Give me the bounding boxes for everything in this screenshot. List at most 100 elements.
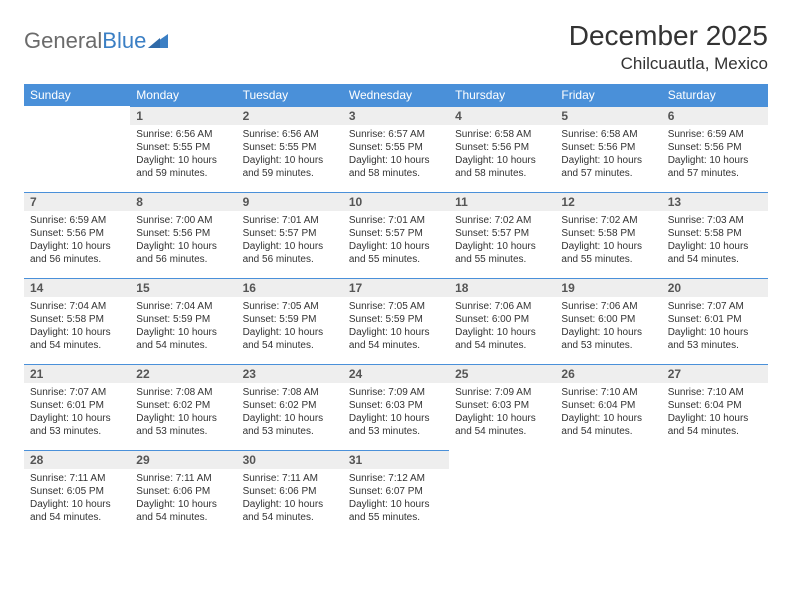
daylight-text: Daylight: 10 hours and 54 minutes. — [668, 240, 762, 266]
calendar-page: GeneralBlue December 2025 Chilcuautla, M… — [0, 0, 792, 556]
sunrise-text: Sunrise: 7:01 AM — [243, 214, 337, 227]
calendar-day-cell: 11Sunrise: 7:02 AMSunset: 5:57 PMDayligh… — [449, 192, 555, 278]
day-details: Sunrise: 6:59 AMSunset: 5:56 PMDaylight:… — [24, 211, 130, 272]
calendar-week-row: 7Sunrise: 6:59 AMSunset: 5:56 PMDaylight… — [24, 192, 768, 278]
day-number: 19 — [555, 278, 661, 297]
day-number: 7 — [24, 192, 130, 211]
day-number: 22 — [130, 364, 236, 383]
day-number: 12 — [555, 192, 661, 211]
daylight-text: Daylight: 10 hours and 54 minutes. — [136, 498, 230, 524]
daylight-text: Daylight: 10 hours and 53 minutes. — [668, 326, 762, 352]
brand-part1: General — [24, 28, 102, 53]
sunset-text: Sunset: 6:02 PM — [136, 399, 230, 412]
day-details: Sunrise: 7:02 AMSunset: 5:57 PMDaylight:… — [449, 211, 555, 272]
daylight-text: Daylight: 10 hours and 58 minutes. — [455, 154, 549, 180]
daylight-text: Daylight: 10 hours and 53 minutes. — [136, 412, 230, 438]
daylight-text: Daylight: 10 hours and 59 minutes. — [136, 154, 230, 180]
daylight-text: Daylight: 10 hours and 53 minutes. — [349, 412, 443, 438]
calendar-day-cell: 8Sunrise: 7:00 AMSunset: 5:56 PMDaylight… — [130, 192, 236, 278]
sunrise-text: Sunrise: 7:02 AM — [455, 214, 549, 227]
weekday-header: Thursday — [449, 84, 555, 106]
calendar-day-cell: 20Sunrise: 7:07 AMSunset: 6:01 PMDayligh… — [662, 278, 768, 364]
day-details: Sunrise: 7:06 AMSunset: 6:00 PMDaylight:… — [555, 297, 661, 358]
daylight-text: Daylight: 10 hours and 55 minutes. — [455, 240, 549, 266]
day-details: Sunrise: 7:06 AMSunset: 6:00 PMDaylight:… — [449, 297, 555, 358]
calendar-day-cell — [662, 450, 768, 536]
sunset-text: Sunset: 5:59 PM — [243, 313, 337, 326]
sunset-text: Sunset: 6:00 PM — [561, 313, 655, 326]
day-number: 18 — [449, 278, 555, 297]
calendar-day-cell: 3Sunrise: 6:57 AMSunset: 5:55 PMDaylight… — [343, 106, 449, 192]
sunset-text: Sunset: 6:05 PM — [30, 485, 124, 498]
calendar-day-cell: 24Sunrise: 7:09 AMSunset: 6:03 PMDayligh… — [343, 364, 449, 450]
sunrise-text: Sunrise: 7:06 AM — [561, 300, 655, 313]
calendar-day-cell — [24, 106, 130, 192]
sunset-text: Sunset: 6:01 PM — [668, 313, 762, 326]
sunrise-text: Sunrise: 7:10 AM — [561, 386, 655, 399]
day-number: 25 — [449, 364, 555, 383]
weekday-header: Tuesday — [237, 84, 343, 106]
day-details: Sunrise: 7:10 AMSunset: 6:04 PMDaylight:… — [662, 383, 768, 444]
sunrise-text: Sunrise: 7:05 AM — [349, 300, 443, 313]
day-number: 24 — [343, 364, 449, 383]
sunset-text: Sunset: 6:03 PM — [455, 399, 549, 412]
calendar-table: SundayMondayTuesdayWednesdayThursdayFrid… — [24, 84, 768, 536]
day-details: Sunrise: 7:04 AMSunset: 5:59 PMDaylight:… — [130, 297, 236, 358]
weekday-header: Wednesday — [343, 84, 449, 106]
sunrise-text: Sunrise: 7:00 AM — [136, 214, 230, 227]
sunset-text: Sunset: 5:55 PM — [243, 141, 337, 154]
day-details: Sunrise: 7:01 AMSunset: 5:57 PMDaylight:… — [237, 211, 343, 272]
day-details: Sunrise: 7:03 AMSunset: 5:58 PMDaylight:… — [662, 211, 768, 272]
header: GeneralBlue December 2025 Chilcuautla, M… — [24, 20, 768, 74]
day-details: Sunrise: 7:08 AMSunset: 6:02 PMDaylight:… — [130, 383, 236, 444]
calendar-day-cell: 1Sunrise: 6:56 AMSunset: 5:55 PMDaylight… — [130, 106, 236, 192]
daylight-text: Daylight: 10 hours and 58 minutes. — [349, 154, 443, 180]
day-number: 23 — [237, 364, 343, 383]
sunrise-text: Sunrise: 7:04 AM — [30, 300, 124, 313]
calendar-day-cell: 17Sunrise: 7:05 AMSunset: 5:59 PMDayligh… — [343, 278, 449, 364]
daylight-text: Daylight: 10 hours and 53 minutes. — [561, 326, 655, 352]
sunrise-text: Sunrise: 7:08 AM — [243, 386, 337, 399]
sunset-text: Sunset: 6:03 PM — [349, 399, 443, 412]
daylight-text: Daylight: 10 hours and 53 minutes. — [30, 412, 124, 438]
daylight-text: Daylight: 10 hours and 54 minutes. — [668, 412, 762, 438]
daylight-text: Daylight: 10 hours and 54 minutes. — [30, 326, 124, 352]
weekday-header: Friday — [555, 84, 661, 106]
day-number: 13 — [662, 192, 768, 211]
sunset-text: Sunset: 6:04 PM — [668, 399, 762, 412]
day-details: Sunrise: 7:07 AMSunset: 6:01 PMDaylight:… — [662, 297, 768, 358]
calendar-day-cell: 22Sunrise: 7:08 AMSunset: 6:02 PMDayligh… — [130, 364, 236, 450]
day-number: 6 — [662, 106, 768, 125]
sunrise-text: Sunrise: 6:57 AM — [349, 128, 443, 141]
calendar-day-cell — [555, 450, 661, 536]
day-details: Sunrise: 6:58 AMSunset: 5:56 PMDaylight:… — [449, 125, 555, 186]
sunrise-text: Sunrise: 6:59 AM — [30, 214, 124, 227]
sunrise-text: Sunrise: 7:05 AM — [243, 300, 337, 313]
day-number: 4 — [449, 106, 555, 125]
sunrise-text: Sunrise: 6:56 AM — [136, 128, 230, 141]
calendar-week-row: 1Sunrise: 6:56 AMSunset: 5:55 PMDaylight… — [24, 106, 768, 192]
sunset-text: Sunset: 5:57 PM — [349, 227, 443, 240]
brand-logo: GeneralBlue — [24, 28, 170, 54]
sunset-text: Sunset: 6:06 PM — [243, 485, 337, 498]
day-details: Sunrise: 7:11 AMSunset: 6:06 PMDaylight:… — [237, 469, 343, 530]
day-number: 27 — [662, 364, 768, 383]
sunrise-text: Sunrise: 7:12 AM — [349, 472, 443, 485]
sunrise-text: Sunrise: 6:56 AM — [243, 128, 337, 141]
day-details: Sunrise: 7:11 AMSunset: 6:06 PMDaylight:… — [130, 469, 236, 530]
sunset-text: Sunset: 5:56 PM — [561, 141, 655, 154]
calendar-day-cell: 9Sunrise: 7:01 AMSunset: 5:57 PMDaylight… — [237, 192, 343, 278]
daylight-text: Daylight: 10 hours and 54 minutes. — [243, 498, 337, 524]
day-number: 30 — [237, 450, 343, 469]
brand-text: GeneralBlue — [24, 28, 146, 54]
calendar-day-cell: 16Sunrise: 7:05 AMSunset: 5:59 PMDayligh… — [237, 278, 343, 364]
calendar-day-cell: 25Sunrise: 7:09 AMSunset: 6:03 PMDayligh… — [449, 364, 555, 450]
daylight-text: Daylight: 10 hours and 55 minutes. — [561, 240, 655, 266]
sunrise-text: Sunrise: 7:07 AM — [30, 386, 124, 399]
sunset-text: Sunset: 5:58 PM — [30, 313, 124, 326]
day-details: Sunrise: 6:59 AMSunset: 5:56 PMDaylight:… — [662, 125, 768, 186]
calendar-day-cell: 21Sunrise: 7:07 AMSunset: 6:01 PMDayligh… — [24, 364, 130, 450]
daylight-text: Daylight: 10 hours and 56 minutes. — [243, 240, 337, 266]
day-number: 2 — [237, 106, 343, 125]
daylight-text: Daylight: 10 hours and 56 minutes. — [30, 240, 124, 266]
